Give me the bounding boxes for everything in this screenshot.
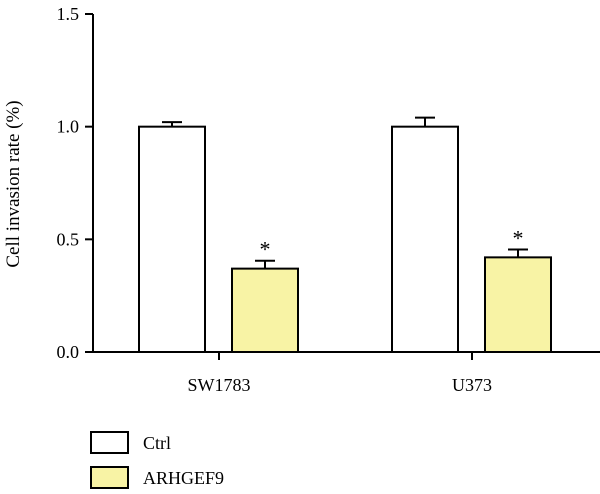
y-tick-label: 1.5: [57, 4, 80, 24]
legend-swatch-arhgef9: [90, 466, 129, 489]
bar-ctrl-u373: [391, 125, 459, 353]
bar-ctrl-sw1783: [138, 125, 206, 353]
legend-swatch-ctrl: [90, 431, 129, 454]
y-axis-title: Cell invasion rate (%): [3, 100, 24, 267]
x-tick-label: U373: [452, 375, 492, 395]
y-tick-label: 0.0: [57, 342, 80, 362]
bar-arhgef9-u373: [484, 256, 552, 353]
y-tick-label: 0.5: [57, 229, 80, 249]
y-tick-label: 1.0: [57, 117, 80, 137]
legend-label-arhgef9: ARHGEF9: [143, 468, 224, 488]
legend: Ctrl ARHGEF9: [90, 431, 224, 489]
x-tick-label: SW1783: [188, 375, 251, 395]
significance-label: *: [260, 237, 271, 262]
significance-label: *: [513, 225, 524, 250]
bar-arhgef9-sw1783: [231, 267, 299, 354]
plot-area: 0.0 0.5 1.0 1.5 * * SW1783 U373: [57, 4, 600, 395]
legend-label-ctrl: Ctrl: [143, 433, 171, 453]
